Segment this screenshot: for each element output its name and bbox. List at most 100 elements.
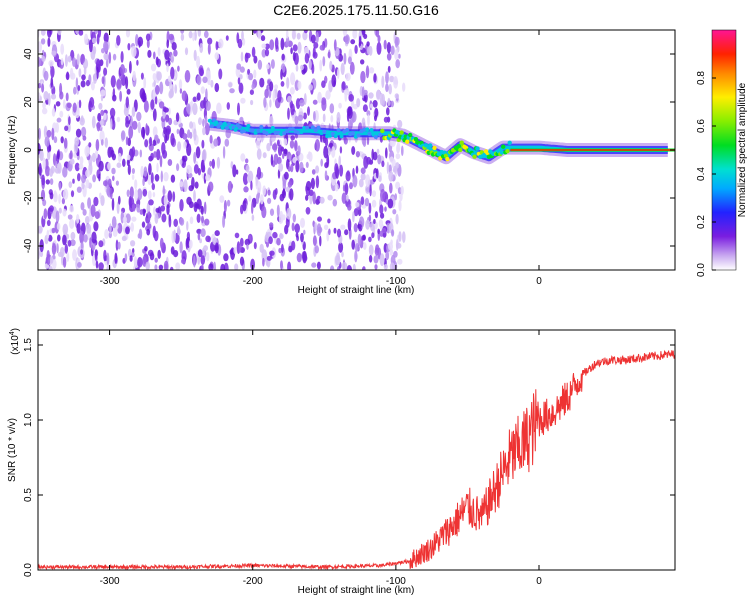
- ridge-blob: [443, 153, 449, 158]
- ridge-blob: [472, 154, 477, 159]
- bottom-y-axis: 0.0 0.5 1.0 1.5: [23, 338, 675, 577]
- x-tick-label: -300: [100, 276, 120, 287]
- x-tick-label: -200: [243, 276, 263, 287]
- ridge-blob: [256, 128, 261, 133]
- x-tick-label: -100: [386, 276, 406, 287]
- bottom-x-axis-label: Height of straight line (km): [298, 585, 415, 596]
- ridge-blob: [501, 144, 506, 149]
- x-tick-label: 0: [536, 576, 542, 587]
- ridge-blob: [250, 128, 255, 133]
- snr-background: [38, 330, 675, 570]
- y-tick-label: 0: [23, 147, 34, 153]
- ridge-blob: [369, 128, 374, 133]
- ridge-blob: [259, 125, 264, 129]
- ridge-blob: [220, 125, 225, 130]
- ridge-blob: [227, 122, 232, 127]
- ridge-blob: [475, 146, 480, 151]
- ridge-blob: [458, 147, 463, 153]
- ridge-blob: [399, 130, 404, 135]
- ridge-blob: [273, 130, 278, 135]
- ridge-blob: [456, 144, 461, 149]
- ridge-blob: [505, 148, 510, 154]
- ridge-blob: [218, 121, 223, 126]
- bottom-x-axis: -300 -200 -100 0: [100, 330, 542, 587]
- colorbar-gradient: [711, 29, 737, 271]
- ridge-blob: [305, 125, 310, 130]
- ridge-blob: [322, 129, 327, 134]
- ridge-blob: [373, 135, 378, 139]
- ridge-blob: [328, 133, 332, 138]
- y-tick-label: 40: [23, 48, 34, 60]
- colorbar-tick-label: 0.0: [696, 263, 707, 277]
- ridge-blob: [246, 124, 251, 128]
- ridge-blob: [333, 134, 338, 138]
- ridge-blob: [356, 133, 361, 138]
- top-x-axis: -300 -200 -100 0: [100, 30, 542, 287]
- ridge-blob: [336, 128, 341, 133]
- x-tick-label: -200: [243, 576, 263, 587]
- colorbar: 0.0 0.2 0.4 0.6 0.8 Normalized spectral ampl…: [696, 29, 748, 277]
- top-x-axis-label: Height of straight line (km): [298, 285, 415, 296]
- ridge-blob: [237, 125, 242, 130]
- y-tick-label: -20: [23, 190, 34, 205]
- ridge-blob: [244, 126, 249, 131]
- ridge-blob: [216, 124, 221, 129]
- ridge-blob: [308, 128, 312, 133]
- ridge-blob: [290, 127, 295, 132]
- ridge-blob: [253, 130, 258, 135]
- ridge-blob: [282, 131, 287, 136]
- ridge-blob: [395, 130, 400, 135]
- ridge-blob: [380, 128, 385, 134]
- ridge-blob: [285, 129, 290, 134]
- ridge-blob: [428, 143, 433, 148]
- ridge-blob: [207, 118, 212, 123]
- colorbar-tick-label: 0.4: [696, 167, 707, 181]
- ridge-blob: [408, 132, 413, 138]
- x-tick-label: 0: [536, 276, 542, 287]
- colorbar-ticks: 0.0 0.2 0.4 0.6 0.8: [696, 71, 716, 277]
- ridge-blob: [367, 132, 372, 136]
- ridge-blob: [287, 127, 292, 132]
- ridge-blob: [350, 131, 355, 136]
- ridge-blob: [445, 156, 450, 162]
- y-tick-label: 0.5: [23, 488, 34, 502]
- y-tick-label: 1.0: [23, 413, 34, 427]
- top-y-axis: -40 -20 0 20 40: [23, 48, 675, 253]
- chart-title: C2E6.2025.175.11.50.G16: [273, 2, 439, 18]
- ridge-blob: [214, 120, 219, 125]
- spectrogram-ridge: [204, 116, 675, 165]
- x-tick-label: -100: [386, 576, 406, 587]
- ridge-blob: [405, 139, 410, 144]
- ridge-blob: [233, 127, 238, 132]
- ridge-blob: [345, 128, 350, 133]
- ridge-blob: [209, 124, 214, 129]
- snr-frame: [37, 329, 676, 571]
- colorbar-tick-label: 0.6: [696, 119, 707, 133]
- ridge-blob: [313, 128, 318, 133]
- ridge-blob: [270, 126, 275, 130]
- top-y-axis-label: Frequency (Hz): [7, 116, 18, 185]
- ridge-blob: [310, 125, 315, 130]
- colorbar-tick-label: 0.2: [696, 215, 707, 229]
- ridge-blob: [225, 125, 229, 130]
- y-tick-label: 0.0: [23, 563, 34, 577]
- ridge-blob: [316, 125, 321, 130]
- spectrogram-noise: [38, 30, 406, 270]
- ridge-blob: [423, 143, 429, 148]
- ridge-blob: [507, 140, 512, 145]
- ridge-blob: [339, 134, 344, 139]
- colorbar-tick-label: 0.8: [696, 71, 707, 85]
- y-tick-label: 1.5: [23, 338, 34, 352]
- ridge-blob: [222, 121, 227, 126]
- ridge-blob: [378, 132, 383, 137]
- ridge-blob: [267, 129, 272, 134]
- snr-series-line: [38, 349, 675, 570]
- ridge-blob: [499, 150, 504, 155]
- y-tick-label: -40: [23, 238, 34, 253]
- x-tick-label: -300: [100, 576, 120, 587]
- snr-panel: -300 -200 -100 0 0.0 0.5 1.0 1.5 Height of str…: [7, 328, 676, 596]
- bottom-y-axis-label: SNR (10 * v/v): [7, 418, 18, 482]
- colorbar-label: Normalized spectral amplitude: [737, 82, 748, 217]
